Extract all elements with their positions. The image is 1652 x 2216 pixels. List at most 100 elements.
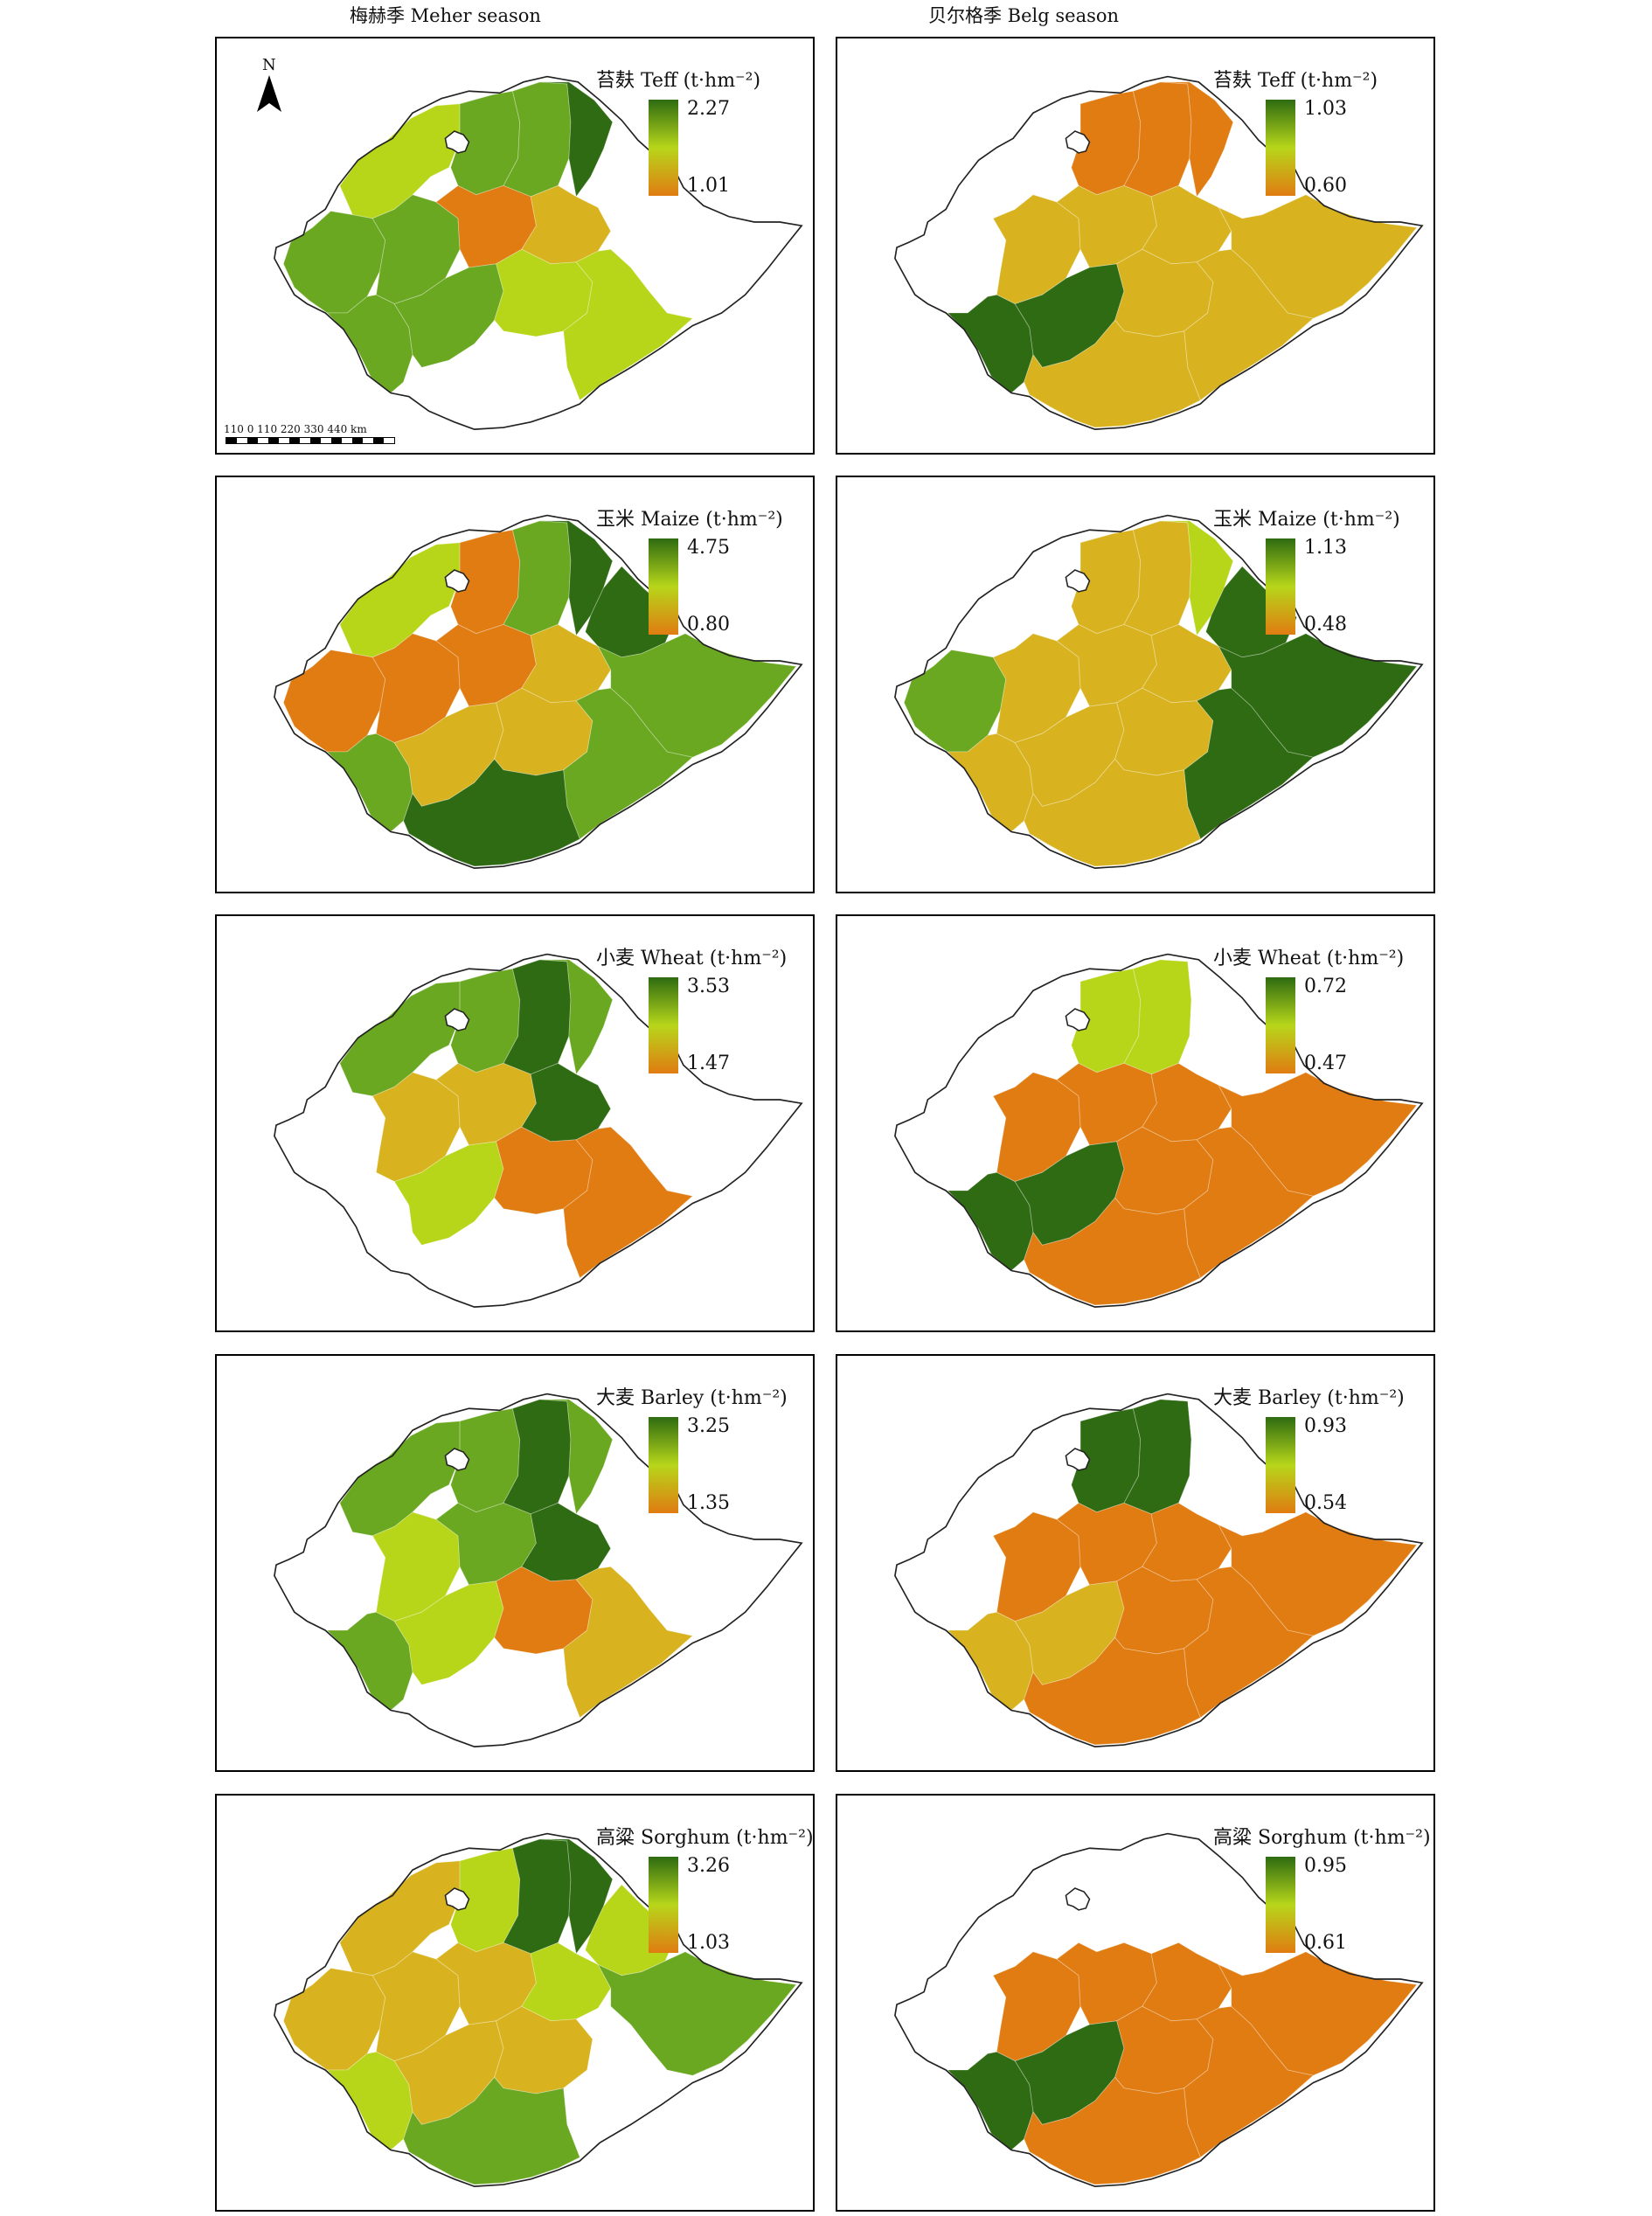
legend-color-ramp (1266, 100, 1295, 196)
map-region-w (283, 1528, 385, 1630)
map-region-se (1183, 248, 1315, 401)
map-panel-barley-meher: 大麦 Barley (t·hm⁻²) 3.25 1.35 (215, 1354, 815, 1772)
map-region-se (1183, 1566, 1315, 1719)
column-title-meher: 梅赫季 Meher season (350, 5, 541, 26)
map-panel-barley-belg: 大麦 Barley (t·hm⁻²) 0.93 0.54 (836, 1354, 1435, 1772)
legend-max-value: 2.27 (687, 98, 730, 120)
map-region-ss (1024, 1197, 1201, 1306)
legend-color-ramp (1266, 538, 1295, 635)
legend-min-value: 1.35 (687, 1492, 730, 1514)
map-region-w (282, 211, 386, 314)
legend-title: 大麦 Barley (t·hm⁻²) (1213, 1387, 1405, 1409)
map-region-nw (960, 1860, 1081, 1976)
country-map (894, 1832, 1424, 2187)
country-outline (894, 1832, 1424, 2187)
map-region-w (282, 650, 386, 753)
lake-tana-shape (444, 130, 470, 154)
country-map (274, 75, 803, 430)
legend: 苔麸 Teff (t·hm⁻²) 1.03 0.60 (1213, 65, 1406, 213)
lake-tana-shape (444, 1448, 470, 1471)
legend-title: 高粱 Sorghum (t·hm⁻²) (1213, 1827, 1431, 1849)
legend-min-value: 0.60 (1304, 175, 1347, 197)
legend-title: 小麦 Wheat (t·hm⁻²) (596, 948, 788, 969)
legend: 大麦 Barley (t·hm⁻²) 0.93 0.54 (1213, 1382, 1406, 1531)
legend-min-value: 1.01 (687, 175, 730, 197)
map-region-tig (1160, 959, 1233, 1074)
country-map (894, 75, 1424, 430)
map-region-tig (539, 1399, 614, 1515)
country-outline (274, 1832, 803, 2187)
map-region-w (903, 650, 1007, 753)
map-region-w (283, 1088, 385, 1191)
country-outline (274, 1393, 803, 1747)
map-region-nw (960, 1421, 1081, 1536)
map-region-ss (1024, 1636, 1201, 1746)
map-panel-teff-belg: 苔麸 Teff (t·hm⁻²) 1.03 0.60 (836, 37, 1435, 455)
legend: 苔麸 Teff (t·hm⁻²) 2.27 1.01 (596, 65, 788, 213)
country-map (274, 1832, 803, 2187)
map-region-ss (403, 1198, 580, 1306)
map-region-e (598, 1072, 796, 1197)
map-panel-maize-belg: 玉米 Maize (t·hm⁻²) 1.13 0.48 (836, 476, 1435, 893)
map-region-sw (327, 1172, 413, 1271)
legend-title: 苔麸 Teff (t·hm⁻²) (1213, 70, 1378, 92)
legend-max-value: 3.25 (687, 1415, 730, 1437)
legend: 小麦 Wheat (t·hm⁻²) 3.53 1.47 (596, 942, 788, 1091)
lake-tana-shape (1065, 1887, 1091, 1911)
legend-title: 高粱 Sorghum (t·hm⁻²) (596, 1827, 814, 1849)
map-region-ss (403, 1637, 580, 1746)
map-panel-sorghum-meher: 高粱 Sorghum (t·hm⁻²) 3.26 1.03 (215, 1794, 815, 2212)
map-region-ss (403, 758, 580, 867)
legend: 玉米 Maize (t·hm⁻²) 4.75 0.80 (596, 504, 788, 652)
legend-title: 玉米 Maize (t·hm⁻²) (596, 509, 783, 531)
legend-max-value: 0.95 (1304, 1855, 1347, 1877)
lake-tana-shape (444, 1887, 470, 1911)
legend-max-value: 0.93 (1304, 1415, 1347, 1437)
map-region-se (563, 1566, 694, 1719)
legend-color-ramp (649, 1857, 678, 1953)
legend: 玉米 Maize (t·hm⁻²) 1.13 0.48 (1213, 504, 1406, 652)
map-region-w (904, 1528, 1006, 1630)
country-map (274, 953, 803, 1308)
country-map (274, 514, 803, 869)
legend-title: 苔麸 Teff (t·hm⁻²) (596, 70, 761, 92)
map-region-nw (339, 542, 461, 658)
map-region-nw (960, 981, 1081, 1096)
map-region-ss (403, 2076, 580, 2185)
legend-min-value: 1.47 (687, 1052, 730, 1074)
map-region-tig (1160, 1399, 1233, 1514)
legend-max-value: 1.03 (1304, 98, 1347, 120)
country-outline (894, 953, 1424, 1308)
country-outline (894, 75, 1424, 430)
legend-min-value: 0.48 (1304, 614, 1347, 636)
legend-max-value: 3.26 (687, 1855, 730, 1877)
map-region-w (282, 1968, 386, 2071)
map-panel-teff-meher: 苔麸 Teff (t·hm⁻²) 2.27 1.01 N 110 0 110 220 3… (215, 37, 815, 455)
map-region-tig (1160, 81, 1234, 198)
north-label: N (262, 56, 276, 74)
map-region-nw (339, 981, 461, 1097)
map-region-ss (403, 320, 580, 428)
map-region-tig (1160, 1838, 1233, 1954)
legend-color-ramp (1266, 1857, 1295, 1953)
map-region-e (598, 1511, 796, 1636)
map-region-nw (339, 1860, 461, 1976)
legend-max-value: 1.13 (1304, 537, 1347, 559)
map-region-e (598, 194, 796, 319)
map-region-sc (494, 2005, 593, 2094)
scale-bar-labels: 110 0 110 220 330 440 km (224, 423, 367, 435)
legend: 小麦 Wheat (t·hm⁻²) 0.72 0.47 (1213, 942, 1406, 1091)
map-region-tig (539, 81, 614, 198)
legend: 高粱 Sorghum (t·hm⁻²) 3.26 1.03 (596, 1822, 813, 1970)
legend-color-ramp (649, 100, 678, 196)
map-region-ss (1024, 758, 1201, 867)
map-region-ss (1024, 319, 1201, 428)
map-region-nw (339, 1421, 461, 1537)
map-region-se (563, 248, 694, 401)
map-region-w (904, 211, 1006, 313)
legend-min-value: 0.61 (1304, 1932, 1347, 1954)
legend-color-ramp (649, 977, 678, 1073)
country-outline (274, 953, 803, 1308)
map-region-nw (960, 542, 1081, 657)
country-map (894, 514, 1424, 869)
